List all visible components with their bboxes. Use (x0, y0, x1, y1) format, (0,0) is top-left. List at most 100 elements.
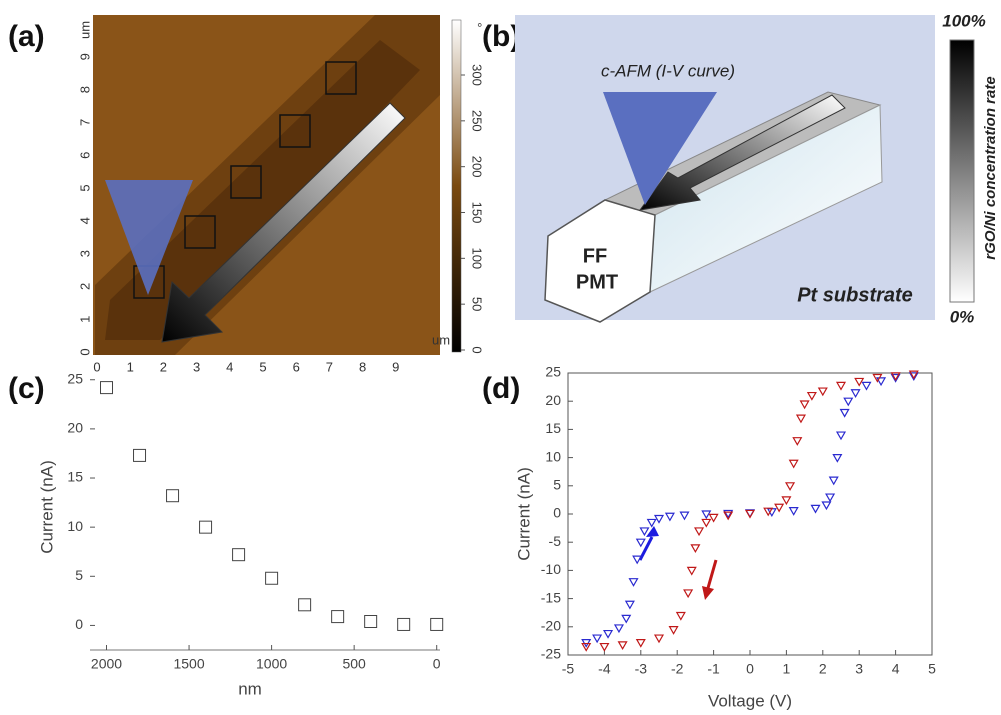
marker (635, 638, 646, 648)
point (166, 489, 180, 503)
marker (792, 437, 803, 446)
x-tick-label: 4 (892, 661, 900, 677)
afm-y-tick-label: 7 (77, 119, 92, 126)
marker (890, 372, 901, 382)
x-axis-label: nm (238, 679, 262, 698)
marker (613, 624, 624, 634)
marker (592, 634, 603, 644)
x-axis-label: Voltage (V) (708, 691, 792, 710)
marker (581, 642, 592, 652)
marker (908, 372, 919, 382)
colorbar-tick-label: 50 (470, 297, 485, 311)
afm-y-tick-label: 6 (77, 152, 92, 159)
colorbar-unit: ° (470, 22, 485, 27)
marker (701, 518, 712, 528)
sweep-arrow (638, 536, 654, 561)
marker (806, 391, 817, 401)
marker (908, 370, 919, 380)
afm-y-tick-label: 1 (77, 316, 92, 323)
marker (825, 493, 836, 503)
x-tick-label: 5 (928, 661, 936, 677)
afm-x-tick-label: 1 (127, 359, 134, 374)
marker (683, 589, 694, 599)
marker (653, 514, 665, 524)
marker (635, 538, 646, 548)
y-tick-label: 10 (67, 518, 83, 534)
marker (668, 626, 679, 635)
afm-x-tick-label: 7 (326, 359, 333, 374)
marker (675, 611, 686, 621)
afm-y-tick-label: 8 (77, 86, 92, 93)
marker (788, 507, 799, 516)
afm-y-tick-label: 5 (77, 184, 92, 191)
colorbar-tick-label: 200 (470, 156, 485, 178)
afm-y-tick-label: 0 (77, 348, 92, 355)
point (265, 571, 279, 585)
x-tick-label: -3 (635, 661, 648, 677)
afm-x-tick-label: 5 (259, 359, 266, 374)
marker (708, 513, 719, 523)
x-tick-label: -2 (671, 661, 684, 677)
point (298, 598, 312, 612)
marker (617, 641, 628, 651)
y-tick-label: 15 (67, 469, 83, 485)
marker (832, 454, 843, 463)
marker (621, 614, 632, 624)
marker (828, 476, 839, 486)
point (100, 381, 114, 395)
afm-x-tick-label: 4 (226, 359, 233, 374)
marker (843, 397, 854, 407)
marker (639, 527, 650, 537)
marker (774, 503, 785, 513)
crystal-label: FF (583, 245, 607, 267)
y-tick-label: 25 (545, 364, 561, 380)
marker (701, 510, 712, 520)
point (232, 548, 246, 562)
plot-frame (567, 372, 933, 656)
afm-y-tick-label: 4 (77, 217, 92, 224)
marker (744, 509, 756, 519)
marker (628, 578, 639, 587)
probe-label: c-AFM (I-V curve) (601, 61, 735, 80)
afm-x-tick-label: 8 (359, 359, 366, 374)
x-tick-label: 3 (855, 661, 863, 677)
colorbar-tick-label: 150 (470, 202, 485, 224)
x-tick-label: 2 (819, 661, 827, 677)
panel-label: (c) (8, 372, 45, 405)
sweep-arrow (702, 586, 714, 600)
y-tick-label: 25 (67, 370, 83, 386)
x-tick-label: 0 (746, 661, 754, 677)
scale-bottom: 0% (950, 307, 975, 326)
marker (872, 373, 883, 383)
y-tick-label: 10 (545, 448, 561, 464)
point (430, 617, 444, 631)
x-tick-label: 1000 (256, 656, 287, 672)
afm-unit: um (77, 21, 92, 39)
marker (690, 544, 701, 554)
marker (890, 373, 901, 383)
sweep-arrow (646, 526, 659, 537)
panel-label: (b) (482, 20, 520, 53)
y-axis-label: Current (nA) (514, 467, 533, 561)
marker (723, 509, 734, 519)
marker (821, 501, 832, 511)
scale-top: 100% (942, 11, 985, 30)
point (331, 610, 345, 624)
colorbar-tick-label: 300 (470, 64, 485, 86)
afm-y-tick-label: 3 (77, 250, 92, 257)
substrate-label: Pt substrate (797, 284, 913, 306)
y-tick-label: -25 (541, 646, 561, 662)
point (397, 617, 411, 631)
y-tick-label: 5 (553, 477, 561, 493)
x-tick-label: 0 (433, 656, 441, 672)
marker (603, 629, 614, 639)
marker (664, 512, 675, 522)
point (133, 448, 147, 462)
panel-label: (a) (8, 20, 45, 53)
sweep-arrow (706, 559, 718, 589)
marker (810, 504, 821, 514)
afm-x-tick-label: 2 (160, 359, 167, 374)
marker (781, 496, 792, 506)
afm-x-tick-label: 3 (193, 359, 200, 374)
